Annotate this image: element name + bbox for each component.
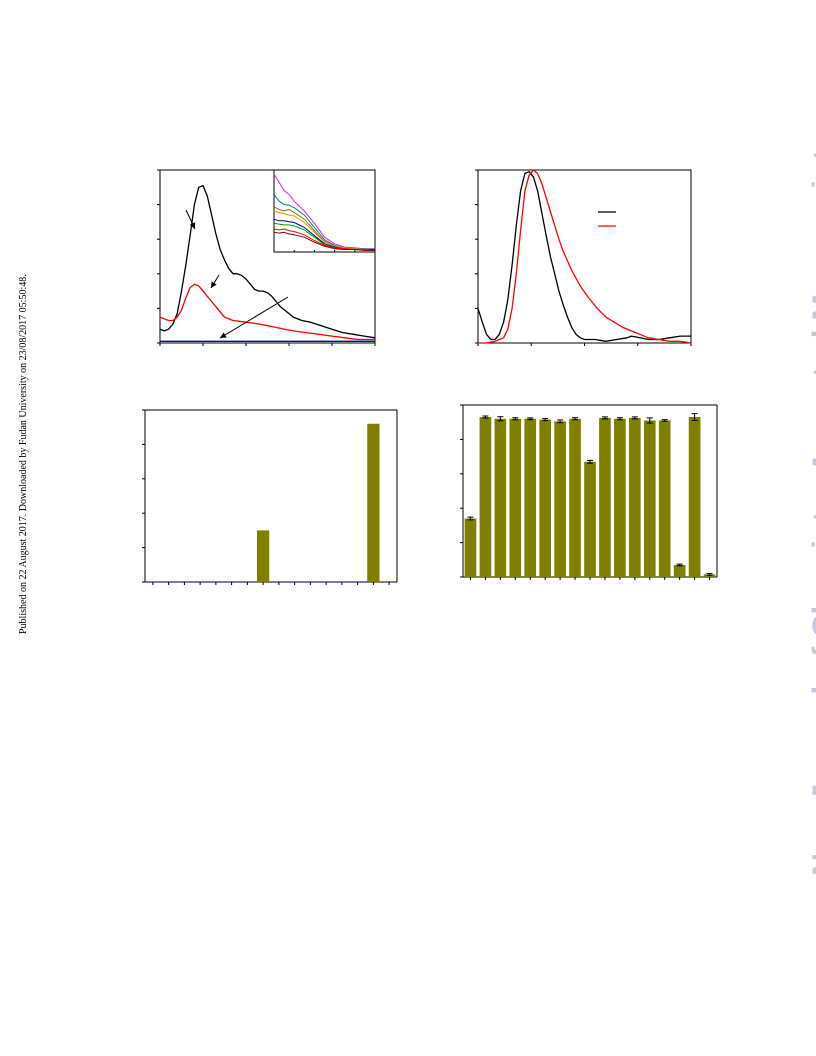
tl-inset-series-line (273, 210, 375, 250)
br-bar (464, 518, 477, 577)
tl-inset-series-line (273, 173, 375, 250)
chart-bottom-right-svg (460, 404, 718, 580)
bl-bar (225, 581, 238, 582)
tl-arrow-shaft (219, 296, 289, 339)
bl-bar (146, 581, 160, 582)
tr-series-line (478, 169, 692, 344)
watermark-text: New Journal of Chemistry Accepted Manusc… (806, 149, 816, 876)
br-bar (554, 421, 566, 577)
br-bar (584, 461, 596, 577)
bl-bar (367, 423, 380, 582)
tl-arrow-head (189, 222, 196, 229)
bl-bar (335, 581, 349, 582)
bl-bar (162, 581, 175, 582)
tl-inset-series-line (273, 231, 375, 251)
br-bar (569, 418, 581, 577)
sidebar-publication-note: Published on 22 August 2017. Downloaded … (4, 250, 29, 650)
chart-bottom-left (135, 400, 405, 600)
br-bar (658, 420, 671, 577)
br-bar (599, 417, 611, 577)
tl-arrow-head (220, 332, 227, 338)
bl-bar (304, 581, 317, 582)
br-bar (673, 564, 686, 577)
tl-series-line (159, 184, 376, 339)
bl-bar (272, 581, 286, 582)
br-bar (628, 417, 641, 577)
bl-bar (256, 530, 270, 582)
chart-bottom-right (455, 395, 725, 595)
journal-watermark: New Journal of Chemistry Accepted Manusc… (770, 150, 816, 890)
chart-top-left (150, 160, 385, 355)
br-bar (479, 417, 492, 577)
chart-top-right-svg (475, 169, 692, 346)
br-bar (494, 418, 507, 577)
publication-note-text: Published on 22 August 2017. Downloaded … (18, 274, 29, 634)
tr-series-line (477, 171, 691, 342)
chart-bottom-left-svg (142, 409, 398, 585)
bl-bar (382, 581, 396, 582)
br-bar (688, 417, 701, 577)
bl-bar (319, 581, 333, 582)
bl-bar (241, 581, 254, 582)
tl-plot-frame (159, 169, 376, 344)
tl-series-line (159, 283, 375, 341)
tl-arrow-head (211, 281, 217, 288)
br-bar (539, 419, 552, 577)
bl-bar (351, 581, 364, 582)
chart-top-right (470, 160, 700, 355)
br-bar (509, 418, 522, 577)
bl-bar (193, 581, 207, 582)
bl-bar (288, 581, 301, 582)
br-bar (614, 418, 626, 577)
bl-bar (209, 581, 223, 582)
chart-top-left-svg (157, 169, 376, 346)
bl-bar (178, 581, 191, 582)
br-bar (524, 418, 537, 577)
br-bar (643, 420, 656, 577)
